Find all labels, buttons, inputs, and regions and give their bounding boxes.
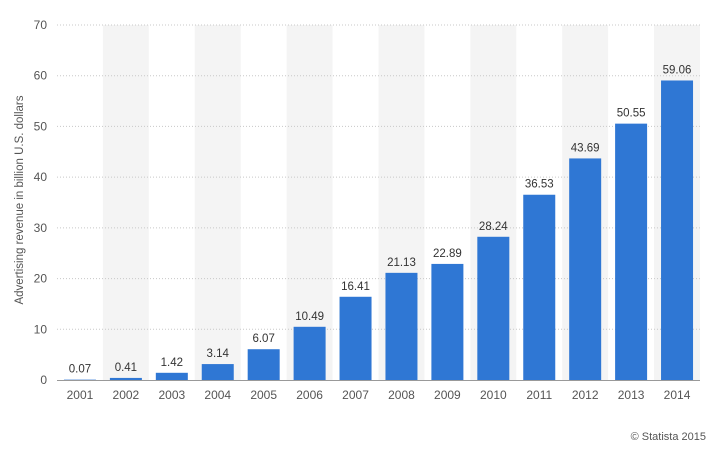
x-tick-label: 2001 (67, 388, 94, 402)
data-label: 10.49 (295, 311, 324, 323)
data-label: 50.55 (617, 108, 646, 120)
y-tick-label: 60 (34, 69, 48, 83)
x-tick-label: 2011 (526, 388, 552, 402)
bar[interactable] (339, 296, 372, 380)
y-tick-label: 70 (34, 18, 48, 32)
bar[interactable] (385, 272, 418, 380)
bar[interactable] (201, 364, 234, 380)
x-axis: 2001 2002 2003 2004 2005 2006 2007 2008 2009 2010… (57, 380, 700, 402)
x-tick-label: 2014 (664, 388, 691, 402)
data-label: 36.53 (525, 179, 554, 191)
y-axis-label: Advertising revenue in billion U.S. doll… (14, 95, 26, 304)
bar[interactable] (247, 349, 280, 380)
data-label: 6.07 (252, 333, 274, 345)
x-tick-label: 2012 (572, 388, 599, 402)
bar[interactable] (431, 263, 464, 380)
column-band (102, 25, 149, 380)
data-label: 28.24 (479, 221, 508, 233)
bar[interactable] (569, 158, 602, 380)
data-label: 3.14 (207, 348, 230, 360)
data-label: 43.69 (571, 142, 600, 154)
bar[interactable] (523, 194, 556, 380)
x-tick-label: 2002 (113, 388, 140, 402)
x-tick-label: 2005 (250, 388, 277, 402)
y-tick-label: 40 (34, 170, 48, 184)
x-tick-label: 2010 (480, 388, 507, 402)
bar[interactable] (661, 80, 694, 380)
x-tick-label: 2008 (388, 388, 415, 402)
x-tick-label: 2007 (342, 388, 369, 402)
bar[interactable] (293, 326, 326, 380)
data-label: 21.13 (387, 257, 416, 269)
x-tick-label: 2006 (296, 388, 323, 402)
y-tick-label: 0 (40, 373, 47, 387)
x-tick-label: 2004 (204, 388, 231, 402)
x-tick-label: 2003 (158, 388, 185, 402)
column-band (286, 25, 333, 380)
y-tick-label: 10 (34, 322, 48, 336)
gridlines (57, 24, 700, 330)
data-label: 22.89 (433, 248, 462, 260)
x-tick-label: 2013 (618, 388, 645, 402)
bar[interactable] (155, 372, 188, 380)
data-label: 59.06 (663, 64, 692, 76)
data-label: 0.07 (69, 364, 91, 376)
data-label: 16.41 (341, 281, 370, 293)
data-label: 0.41 (115, 362, 137, 374)
y-tick-label: 30 (34, 221, 48, 235)
y-tick-label: 50 (34, 119, 48, 133)
bar[interactable] (109, 377, 142, 380)
bar[interactable] (615, 123, 648, 380)
data-labels: 0.07 0.41 1.42 3.14 6.07 10.49 16.41 21.13 22.89… (69, 64, 692, 375)
data-label: 1.42 (161, 357, 183, 369)
y-axis: 0 10 20 30 40 50 60 70 (34, 18, 48, 387)
bars (63, 80, 694, 380)
bar[interactable] (477, 236, 510, 380)
y-tick-label: 20 (34, 272, 48, 286)
x-tick-label: 2009 (434, 388, 461, 402)
column-band (194, 25, 241, 380)
source-credit: © Statista 2015 (630, 431, 706, 443)
